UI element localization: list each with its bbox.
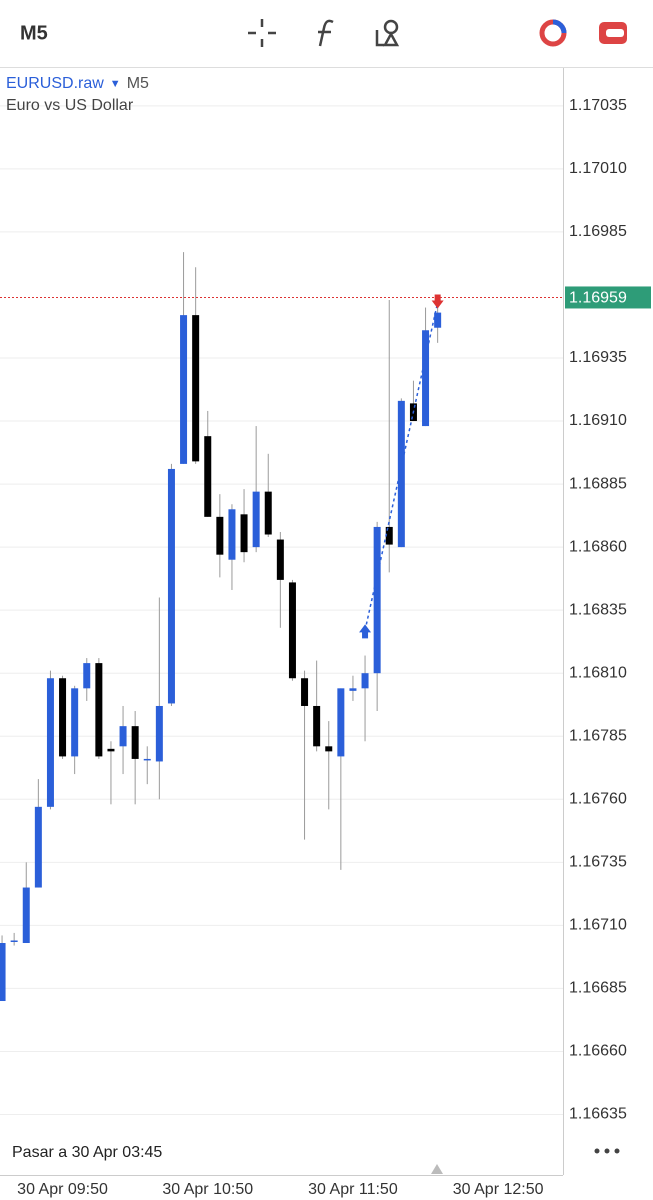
- y-tick-label: 1.16660: [569, 1043, 627, 1060]
- candle-body: [119, 726, 127, 747]
- candle-body: [337, 688, 345, 757]
- candle-body: [107, 748, 115, 752]
- candle-body: [264, 491, 272, 535]
- y-tick-label: 1.16685: [569, 980, 627, 997]
- candle-body: [180, 315, 188, 464]
- candle-body: [34, 806, 42, 888]
- candle-body: [167, 468, 175, 704]
- y-tick-label: 1.16785: [569, 727, 627, 744]
- y-tick-label: 1.16735: [569, 854, 627, 871]
- trading-icon[interactable]: [539, 19, 567, 47]
- x-tick-label: 30 Apr 09:50: [17, 1181, 108, 1198]
- candle-body: [385, 526, 393, 545]
- x-tick-label: 30 Apr 10:50: [162, 1181, 253, 1198]
- objects-icon[interactable]: [375, 19, 400, 47]
- buy-marker: [359, 624, 372, 639]
- timeframe-button[interactable]: M5: [20, 22, 48, 44]
- candle-body: [22, 887, 30, 944]
- indicators-icon[interactable]: [318, 19, 334, 47]
- price-label: 1.16959: [569, 290, 627, 307]
- sell-marker: [431, 294, 444, 309]
- candle-body: [240, 514, 248, 553]
- candle-body: [95, 663, 103, 757]
- candle-body: [204, 436, 212, 517]
- candle-body: [71, 688, 79, 757]
- symbol: EURUSD.raw: [6, 75, 104, 92]
- candle-body: [422, 330, 430, 427]
- candle-body: [397, 400, 405, 548]
- plot: [0, 252, 563, 1002]
- candle-body: [288, 582, 296, 679]
- candle-body: [349, 688, 357, 691]
- subtitle: Euro vs US Dollar: [6, 97, 134, 114]
- y-tick-label: 1.16835: [569, 601, 627, 618]
- candle-body: [228, 509, 236, 560]
- x-tick-label: 30 Apr 11:50: [308, 1181, 398, 1198]
- y-tick-label: 1.16810: [569, 664, 627, 681]
- candle-body: [155, 705, 163, 762]
- y-tick-label: 1.16885: [569, 475, 627, 492]
- y-tick-label: 1.16935: [569, 349, 627, 366]
- y-tick-label: 1.16635: [569, 1106, 627, 1123]
- scroll-marker: [431, 1164, 443, 1174]
- y-tick-label: 1.17035: [569, 97, 627, 114]
- candle-body: [83, 663, 91, 689]
- candle-body: [59, 678, 67, 757]
- candle-body: [325, 746, 333, 752]
- y-tick-label: 1.16985: [569, 223, 627, 240]
- dropdown-icon: ▼: [110, 78, 121, 90]
- candle-body: [252, 491, 260, 548]
- timeframe: M5: [127, 75, 149, 92]
- y-tick-label: 1.16910: [569, 412, 627, 429]
- candle-body: [10, 940, 18, 942]
- candle-body: [192, 315, 200, 462]
- toolbar: M5: [0, 19, 653, 68]
- price-label-box: [565, 286, 651, 309]
- candle-body: [301, 678, 309, 706]
- axes: 1.17035 1.17010 1.16985 1.16935 1.16910 1.168…: [17, 97, 651, 1198]
- candle-body: [313, 705, 321, 747]
- account-icon[interactable]: [599, 22, 627, 44]
- candle-body: [143, 758, 151, 761]
- y-tick-label: 1.17010: [569, 160, 627, 177]
- more-icon[interactable]: [594, 1148, 620, 1154]
- crosshair-icon[interactable]: [248, 19, 276, 47]
- candle-body: [361, 673, 369, 689]
- trade-line: [364, 302, 439, 631]
- candle-body: [373, 526, 381, 674]
- candle-body: [216, 516, 224, 555]
- candle-body: [0, 943, 6, 1002]
- candle-body: [131, 726, 139, 759]
- candle-body: [434, 312, 442, 328]
- y-tick-label: 1.16710: [569, 917, 627, 934]
- candle-body: [276, 539, 284, 580]
- grid: [0, 105, 563, 1115]
- x-tick-label: 30 Apr 12:50: [453, 1181, 544, 1198]
- y-tick-label: 1.16860: [569, 538, 627, 555]
- y-tick-label: 1.16760: [569, 790, 627, 807]
- candle-body: [46, 678, 54, 807]
- goto-button[interactable]: Pasar a 30 Apr 03:45: [12, 1144, 162, 1161]
- chart-legend[interactable]: EURUSD.raw ▼ M5: [6, 75, 149, 92]
